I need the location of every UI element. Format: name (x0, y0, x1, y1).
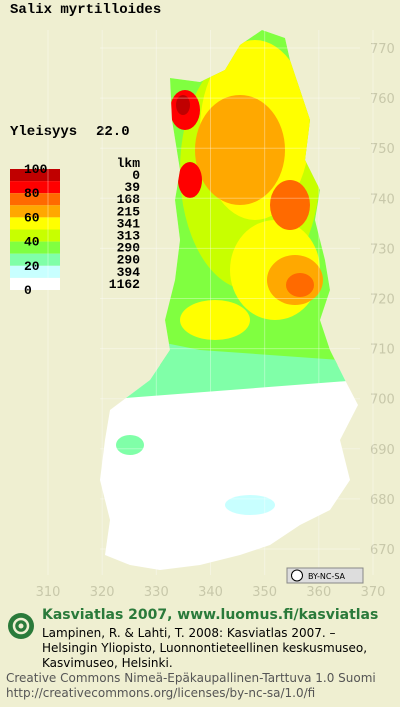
x-grid-label: 320 (90, 585, 115, 600)
legend-scale-label: 40 (24, 235, 40, 250)
legend-swatch (10, 241, 60, 254)
legend-count: 290 (117, 253, 141, 268)
legend-count: 168 (117, 192, 141, 207)
y-grid-label: 730 (370, 242, 395, 257)
count-header: lkm (117, 156, 141, 171)
grid-labels: 770 760 750 740 730 720 710 700 690 680 670 310 320 3… (36, 30, 395, 600)
legend-scale-label: 0 (24, 283, 32, 298)
legend-scale-label: 60 (24, 210, 40, 225)
y-grid-label: 670 (370, 543, 395, 558)
x-grid-label: 360 (306, 585, 331, 600)
license-badge: BY-NC-SA (286, 567, 364, 584)
legend-count: 341 (117, 216, 141, 231)
x-grid-label: 330 (144, 585, 169, 600)
y-grid-label: 700 (370, 393, 395, 408)
x-grid-label: 310 (36, 585, 61, 600)
map-title: Salix myrtilloides (10, 2, 161, 18)
legend-count: 313 (117, 229, 141, 244)
footer-heading: Kasviatlas 2007, www.luomus.fi/kasviatla… (42, 607, 378, 623)
logo (8, 613, 34, 639)
legend-count: 290 (117, 241, 141, 256)
legend-count: 394 (117, 265, 141, 280)
x-grid-label: 370 (361, 585, 386, 600)
map (100, 30, 358, 570)
y-grid-label: 740 (370, 192, 395, 207)
citation-line: Lampinen, R. & Lahti, T. 2008: Kasviatla… (42, 626, 336, 640)
y-grid-label: 680 (370, 493, 395, 508)
legend-swatch (10, 169, 60, 182)
citation-line: Kasvimuseo, Helsinki. (42, 656, 173, 670)
license-line: Creative Commons Nimeä-Epäkaupallinen-Ta… (6, 671, 376, 685)
x-grid-label: 350 (252, 585, 277, 600)
license-line: http://creativecommons.org/licenses/by-n… (6, 686, 315, 700)
x-grid-label: 340 (198, 585, 223, 600)
legend-swatch (10, 193, 60, 206)
legend-scale-label: 20 (24, 259, 40, 274)
legend-swatch (10, 253, 60, 266)
legend-swatch (10, 229, 60, 242)
y-grid-label: 690 (370, 443, 395, 458)
y-grid-label: 770 (370, 42, 395, 57)
legend-count: 1162 (109, 277, 140, 292)
legend-swatch (10, 181, 60, 194)
citation-line: Helsingin Yliopisto, Luonnontieteellinen… (42, 641, 367, 655)
legend-swatch (10, 265, 60, 278)
legend-scale-label: 80 (24, 186, 40, 201)
legend-swatch (10, 277, 60, 290)
legend-swatch (10, 205, 60, 218)
legend-count: 0 (132, 168, 140, 183)
frequency-label: Yleisyys (10, 124, 77, 140)
legend-count: 39 (124, 180, 140, 195)
legend-scale-label: 100 (24, 162, 48, 177)
legend-count: 215 (117, 204, 141, 219)
badge-text: BY-NC-SA (308, 572, 346, 581)
y-grid-label: 750 (370, 142, 395, 157)
frequency-value: 22.0 (96, 124, 130, 140)
y-grid-label: 720 (370, 293, 395, 308)
legend-swatch (10, 217, 60, 230)
y-grid-label: 760 (370, 92, 395, 107)
y-grid-label: 710 (370, 343, 395, 358)
